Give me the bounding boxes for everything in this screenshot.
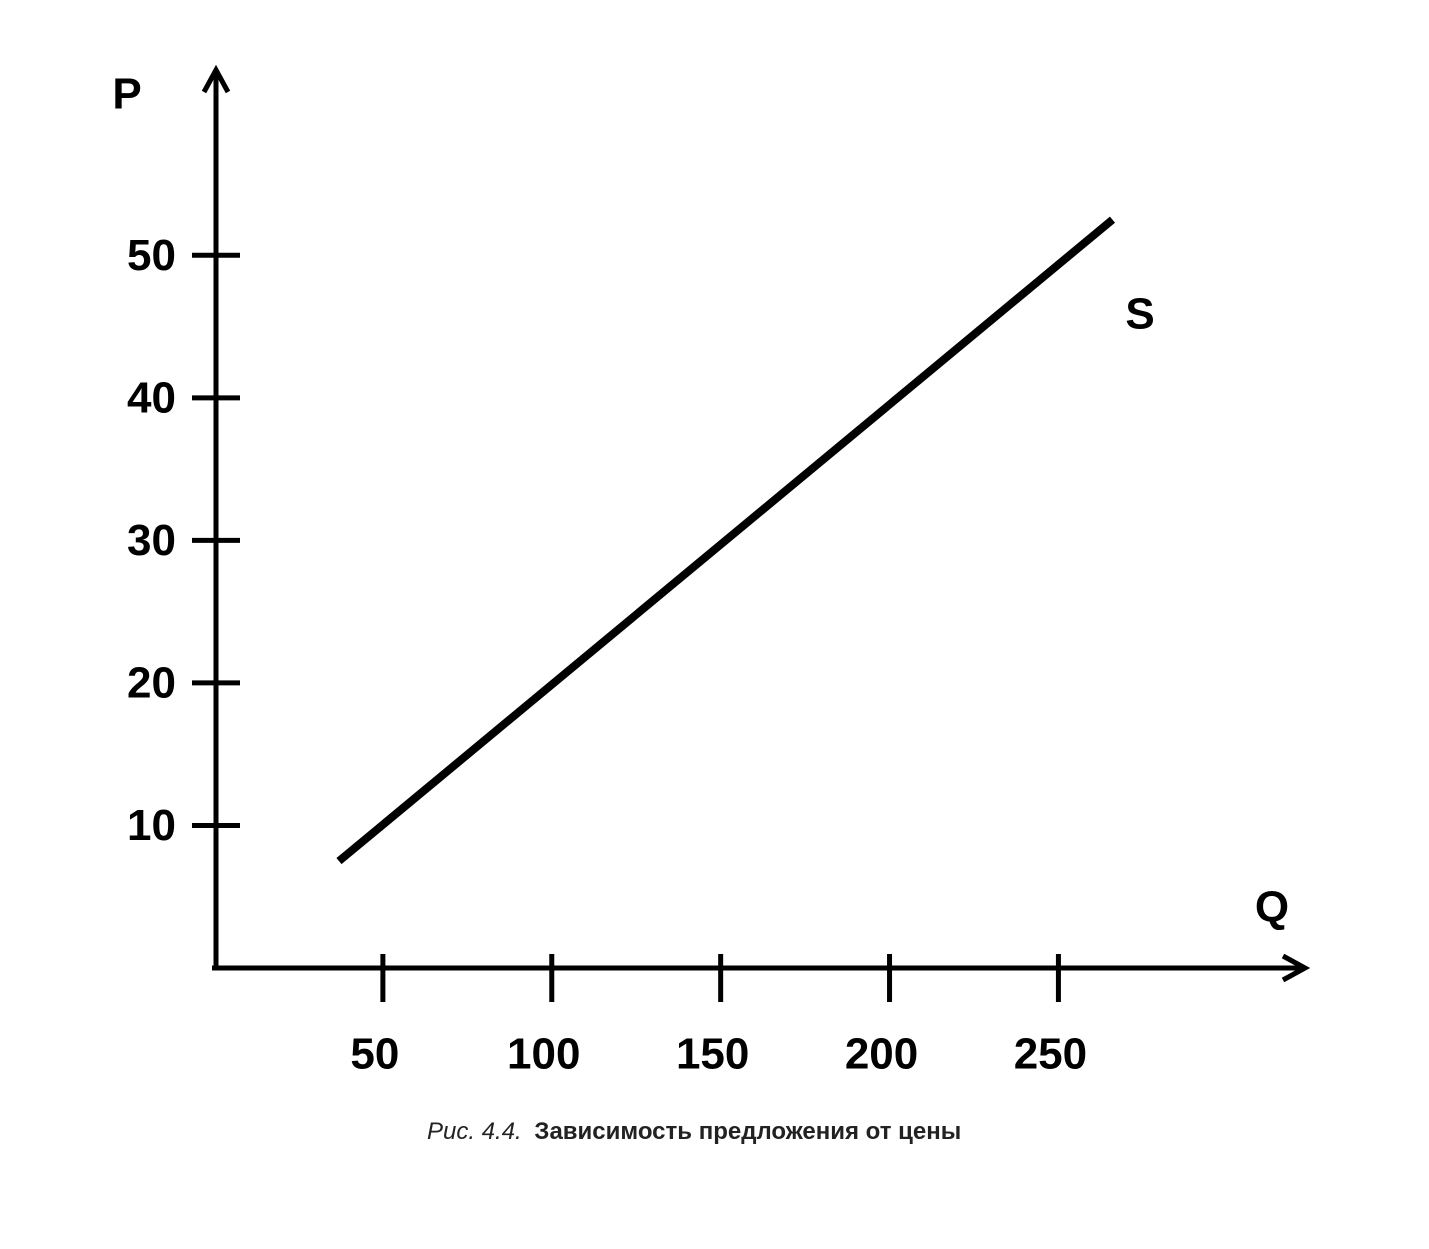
caption: Рис. 4.4. Зависимость предложения от цен… — [427, 1118, 961, 1145]
y-tick-label: 40 — [127, 373, 176, 422]
caption-number: Рис. 4.4. — [427, 1118, 522, 1145]
x-tick-label: 200 — [845, 1030, 918, 1079]
y-axis-arrow — [201, 64, 231, 94]
y-axis-label: P — [112, 70, 141, 119]
y-tick-label: 30 — [127, 516, 176, 565]
x-tick-label: 150 — [676, 1030, 749, 1079]
x-tick-label: 100 — [507, 1030, 580, 1079]
series-label: S — [1125, 290, 1154, 339]
y-tick-label: 50 — [127, 231, 176, 280]
x-axis-arrow — [1281, 953, 1311, 983]
supply-line — [336, 216, 1116, 865]
y-tick-label: 20 — [127, 659, 176, 708]
x-tick-label: 50 — [350, 1030, 399, 1079]
x-tick-label: 250 — [1014, 1030, 1087, 1079]
x-axis-label: Q — [1255, 883, 1289, 932]
caption-text: Зависимость предложения от цены — [534, 1118, 961, 1145]
y-tick-label: 10 — [127, 801, 176, 850]
